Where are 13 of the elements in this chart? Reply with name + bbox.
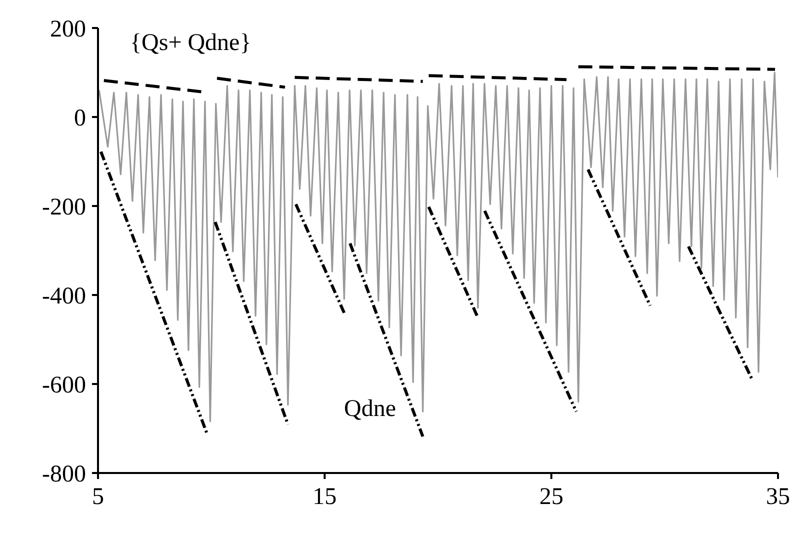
y-tick-label: 0 <box>74 106 86 132</box>
x-tick-label: 15 <box>312 484 337 510</box>
y-tick-label: -400 <box>42 284 86 310</box>
y-tick-label: -600 <box>42 372 86 399</box>
x-tick-label: 35 <box>766 484 790 510</box>
annotation: {Qs+ Qdne} <box>130 30 252 57</box>
x-tick-label: 5 <box>92 484 104 510</box>
y-tick-label: 200 <box>50 16 86 43</box>
line-series <box>98 72 778 422</box>
y-tick-label: -800 <box>42 462 86 488</box>
x-tick-label: 25 <box>539 484 564 510</box>
annotation: Qdne <box>344 396 396 423</box>
y-tick-label: -200 <box>42 194 86 221</box>
